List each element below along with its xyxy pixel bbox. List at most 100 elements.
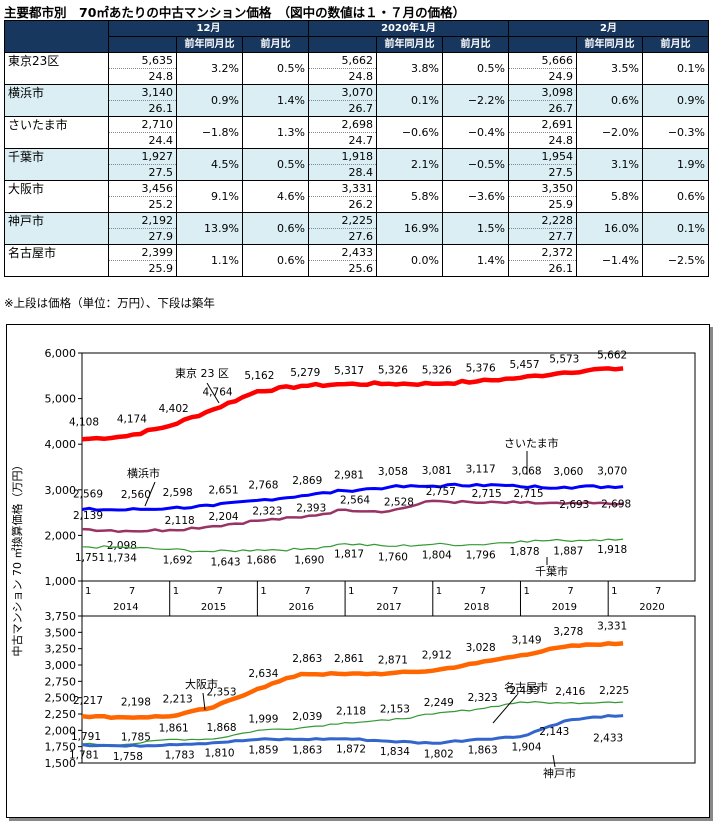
price-cell: 3,070 — [308, 84, 377, 101]
series-line — [81, 538, 624, 553]
table-row-sub: 25.2 26.2 25.9 — [5, 196, 709, 213]
data-label: 5,162 — [244, 370, 274, 382]
table-row: 東京23区 5,635 3.2% 0.5% 5,662 3.8% 0.5% 5,666 3.5%… — [4, 52, 709, 85]
y-tick-label: 3,750 — [45, 610, 77, 623]
data-label: 1,734 — [107, 553, 137, 565]
data-label: 2,353 — [207, 686, 237, 698]
table-row-sub: 27.5 28.4 27.5 — [5, 164, 709, 181]
series-name-label: 名古屋市 — [504, 680, 548, 694]
leader-line — [206, 382, 220, 404]
series-line — [81, 482, 624, 512]
table-row: 千葉市 1,927 4.5% 0.5% 1,918 2.1% −0.5% 1,954 3.1% 1… — [4, 148, 709, 181]
y-axis-title: 中古マンション 70 ㎡換算価格（万円） — [10, 460, 24, 657]
age-cell: 25.9 — [108, 260, 177, 277]
x-tick-label: 1 — [85, 586, 91, 597]
data-label: 2,651 — [209, 485, 239, 497]
data-label: 1,859 — [248, 745, 278, 757]
price-cell: 2,433 — [308, 244, 377, 261]
age-cell: 28.4 — [308, 164, 377, 181]
bottom-plot-frame — [81, 615, 696, 764]
table-row-sub: 27.9 27.6 27.7 — [5, 228, 709, 245]
data-label: 1,872 — [336, 744, 366, 756]
x-tick-label: 1 — [348, 586, 354, 597]
data-label: 2,143 — [539, 726, 569, 738]
mom-cell: 0.5% — [442, 52, 509, 85]
data-label: 1,834 — [380, 746, 410, 758]
data-label: 1,781 — [69, 750, 99, 762]
city-name: 東京23区 — [4, 52, 109, 85]
x-tick-label: 7 — [217, 586, 223, 597]
mom-cell: −2.2% — [442, 84, 509, 117]
series-name-label: 横浜市 — [127, 466, 160, 480]
leader-line — [492, 694, 518, 724]
mom-cell: 1.5% — [442, 212, 509, 245]
data-label: 2,863 — [292, 653, 322, 665]
data-label: 1,863 — [468, 744, 498, 756]
data-label: 1,878 — [509, 546, 539, 558]
data-label: 5,573 — [549, 353, 579, 365]
price-chart: 1,000 2,000 3,000 4,000 5,000 6,000 1,500 1,750… — [10, 347, 696, 780]
month-header: 2020年1月 — [308, 20, 509, 37]
yoy-cell: 3.5% — [576, 52, 643, 85]
x-tick-label: 7 — [129, 586, 135, 597]
data-label: 1,868 — [207, 722, 237, 734]
mom-cell: 1.4% — [242, 84, 309, 117]
series-line — [81, 701, 624, 746]
x-tick-label: 1 — [173, 586, 179, 597]
price-cell: 2,399 — [108, 244, 177, 261]
mom-cell: 0.5% — [242, 148, 309, 181]
city-name: 名古屋市 — [4, 244, 109, 277]
city-name: 千葉市 — [4, 148, 109, 181]
year-label: 2014 — [113, 602, 138, 613]
y-tick-label: 3,250 — [45, 643, 77, 656]
mom-cell: −3.6% — [442, 180, 509, 213]
yoy-cell: −2.0% — [576, 116, 643, 149]
data-label: 2,757 — [426, 486, 456, 498]
series-name-label: さいたま市 — [504, 436, 559, 450]
leader-line — [202, 692, 206, 711]
x-tick-label: 1 — [436, 586, 442, 597]
age-cell: 26.2 — [308, 196, 377, 213]
data-label: 5,326 — [422, 365, 452, 377]
year-label: 2016 — [289, 602, 314, 613]
table-row-sub: 25.9 25.6 26.1 — [5, 260, 709, 277]
data-label: 2,861 — [334, 653, 364, 665]
data-label: 5,376 — [466, 362, 496, 374]
price-subheader — [108, 36, 177, 53]
data-label: 2,693 — [559, 499, 589, 511]
table-row-sub: 24.4 24.7 24.8 — [5, 132, 709, 149]
age-cell: 25.2 — [108, 196, 177, 213]
data-label: 2,569 — [73, 488, 103, 500]
data-label: 2,039 — [292, 711, 322, 723]
x-tick-label: 7 — [567, 586, 573, 597]
y-tick-label: 1,500 — [45, 757, 77, 770]
data-label: 1,999 — [248, 713, 278, 725]
city-name: さいたま市 — [4, 116, 109, 149]
age-cell: 27.5 — [108, 164, 177, 181]
mom-cell: 0.6% — [242, 244, 309, 277]
yoy-cell: −1.8% — [176, 116, 243, 149]
y-tick-label: 6,000 — [45, 347, 77, 360]
city-name: 大阪市 — [4, 180, 109, 213]
series-name-label: 東京 23 区 — [175, 366, 229, 380]
age-cell: 27.6 — [308, 228, 377, 245]
y-tick-label: 3,500 — [45, 626, 77, 639]
yoy-cell: −0.6% — [376, 116, 443, 149]
data-label: 1,802 — [424, 748, 454, 760]
y-tick-label: 1,000 — [45, 575, 77, 588]
price-cell: 5,662 — [308, 52, 377, 69]
x-tick-label: 7 — [655, 586, 661, 597]
age-cell: 24.8 — [508, 132, 577, 149]
price-cell: 3,350 — [508, 180, 577, 197]
yoy-cell: 3.1% — [576, 148, 643, 181]
data-label: 2,217 — [73, 695, 103, 707]
mom-cell: 0.1% — [642, 52, 709, 85]
year-label: 2019 — [552, 602, 577, 613]
age-cell: 26.1 — [508, 260, 577, 277]
data-label: 4,402 — [159, 403, 189, 415]
data-label: 2,225 — [599, 685, 629, 697]
age-cell: 24.7 — [308, 132, 377, 149]
y-tick-label: 2,000 — [45, 724, 77, 737]
data-label: 2,433 — [593, 733, 623, 745]
data-label: 1,785 — [121, 731, 151, 743]
